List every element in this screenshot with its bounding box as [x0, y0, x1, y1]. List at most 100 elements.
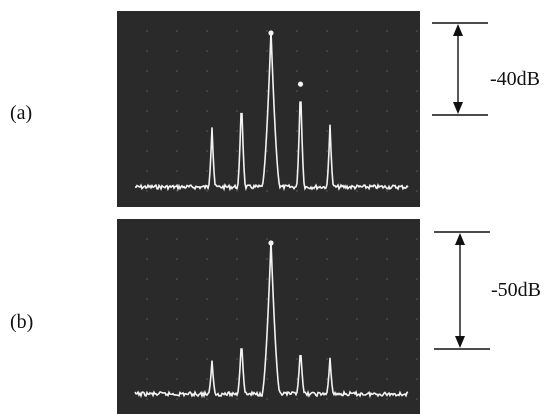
- panel-a-graticule-dot: [386, 170, 388, 172]
- panel-a-graticule-dot: [206, 90, 208, 92]
- panel-a-graticule-dot: [326, 30, 328, 32]
- panel-b-graticule-dot: [416, 278, 418, 280]
- panel-a-graticule-dot: [146, 70, 148, 72]
- panel-b-graticule-dot: [326, 258, 328, 260]
- panel-b-graticule-dot: [176, 338, 178, 340]
- panel-b-graticule-dot: [356, 338, 358, 340]
- panel-b-graticule-dot: [326, 378, 328, 380]
- panel-a-peak-marker-3: [297, 81, 304, 87]
- panel-b-graticule-dot: [236, 378, 238, 380]
- panel-b-graticule-dot: [236, 338, 238, 340]
- panel-a-graticule-dot: [176, 170, 178, 172]
- panel-a-graticule-dot: [296, 190, 298, 192]
- panel-b-graticule-dot: [176, 258, 178, 260]
- panel-b-graticule-dot: [416, 378, 418, 380]
- panel-a-graticule-dot: [236, 190, 238, 192]
- panel-b-graticule-dot: [266, 258, 268, 260]
- panel-b-graticule-dot: [266, 378, 268, 380]
- panel-b-graticule-dot: [296, 398, 298, 400]
- panel-b-graticule-dot: [296, 378, 298, 380]
- panel-a-graticule-dot: [206, 190, 208, 192]
- panel-a-graticule-dot: [386, 50, 388, 52]
- panel-a-graticule-dot: [176, 90, 178, 92]
- panel-b-graticule-dot: [386, 238, 388, 240]
- panel-b-graticule-dot: [386, 298, 388, 300]
- panel-b-graticule-dot: [416, 238, 418, 240]
- panel-b-graticule-dot: [176, 298, 178, 300]
- panel-b-graticule-dot: [146, 278, 148, 280]
- panel-a-graticule-dot: [416, 170, 418, 172]
- panel-a-graticule-dot: [146, 190, 148, 192]
- panel-a-graticule-dot: [266, 190, 268, 192]
- panel-a-graticule-dot: [146, 90, 148, 92]
- panel-b-graticule-dot: [236, 238, 238, 240]
- panel-a-graticule-dot: [296, 130, 298, 132]
- panel-b-graticule-dot: [146, 338, 148, 340]
- panel-b-graticule-dot: [356, 378, 358, 380]
- panel-b-graticule-dot: [146, 378, 148, 380]
- panel-a-arrow-up-icon: [453, 24, 463, 36]
- panel-b-graticule-dot: [146, 258, 148, 260]
- panel-a-graticule-dot: [296, 90, 298, 92]
- panel-a-graticule-dot: [356, 170, 358, 172]
- panel-a-graticule-dot: [236, 110, 238, 112]
- panel-b-graticule-dot: [266, 358, 268, 360]
- panel-a-graticule-dot: [356, 130, 358, 132]
- panel-a-graticule-dot: [356, 90, 358, 92]
- panel-b-graticule-dot: [296, 318, 298, 320]
- panel-a-graticule-dot: [206, 110, 208, 112]
- panel-b-graticule-dot: [296, 238, 298, 240]
- panel-a-graticule-dot: [416, 90, 418, 92]
- panel-a-graticule-dot: [386, 30, 388, 32]
- panel-b-graticule-dot: [206, 238, 208, 240]
- panel-a-graticule-dot: [386, 190, 388, 192]
- panel-a-graticule-dot: [176, 110, 178, 112]
- panel-a-graticule-dot: [386, 90, 388, 92]
- panel-a-graticule-dot: [146, 50, 148, 52]
- panel-a-graticule-dot: [236, 130, 238, 132]
- panel-b-scale-label: -50dB: [491, 279, 541, 301]
- panel-a-graticule-dot: [356, 50, 358, 52]
- panel-a-graticule-dot: [236, 70, 238, 72]
- panel-b-graticule-dot: [206, 358, 208, 360]
- panel-b-graticule-dot: [386, 358, 388, 360]
- panel-a-graticule-dot: [206, 70, 208, 72]
- panel-b-graticule-dot: [206, 378, 208, 380]
- panel-b-graticule-dot: [146, 318, 148, 320]
- panel-a-graticule-dot: [176, 70, 178, 72]
- panel-a-graticule-dot: [326, 190, 328, 192]
- panel-b-graticule-dot: [236, 278, 238, 280]
- panel-b-graticule-dot: [296, 258, 298, 260]
- panel-b-graticule-dot: [146, 238, 148, 240]
- panel-a-spectrum: [117, 11, 420, 207]
- panel-b-graticule-dot: [356, 318, 358, 320]
- panel-b-graticule-dot: [326, 338, 328, 340]
- panel-a-spectrum-trace: [134, 30, 409, 192]
- panel-a-graticule-dot: [326, 70, 328, 72]
- panel-b-graticule-dot: [266, 398, 268, 400]
- panel-a-graticule-dot: [146, 110, 148, 112]
- panel-a-graticule-dot: [176, 190, 178, 192]
- panel-a-graticule-dot: [326, 130, 328, 132]
- panel-a-peak-marker-2: [268, 30, 274, 36]
- panel-b-graticule-dot: [296, 358, 298, 360]
- panel-b-graticule-dot: [176, 238, 178, 240]
- panel-a-graticule-dot: [266, 150, 268, 152]
- panel-a-graticule-dot: [176, 150, 178, 152]
- panel-a-graticule-dot: [176, 50, 178, 52]
- panel-b-spectrum-plot: [134, 238, 418, 400]
- panel-b-graticule-dot: [416, 338, 418, 340]
- panel-b-graticule-dot: [206, 298, 208, 300]
- panel-b-peak-marker-2: [268, 240, 274, 246]
- panel-b-graticule-dot: [326, 318, 328, 320]
- panel-a-graticule-dot: [416, 110, 418, 112]
- panel-a-graticule-dot: [206, 30, 208, 32]
- panel-a-graticule-dot: [386, 130, 388, 132]
- panel-a-graticule-dot: [296, 110, 298, 112]
- panel-a-graticule-dot: [296, 150, 298, 152]
- panel-a-graticule-dot: [296, 30, 298, 32]
- panel-b-graticule-dot: [206, 318, 208, 320]
- panel-b-graticule-dot: [176, 378, 178, 380]
- panel-b-graticule-dot: [146, 358, 148, 360]
- panel-b-graticule-dot: [236, 318, 238, 320]
